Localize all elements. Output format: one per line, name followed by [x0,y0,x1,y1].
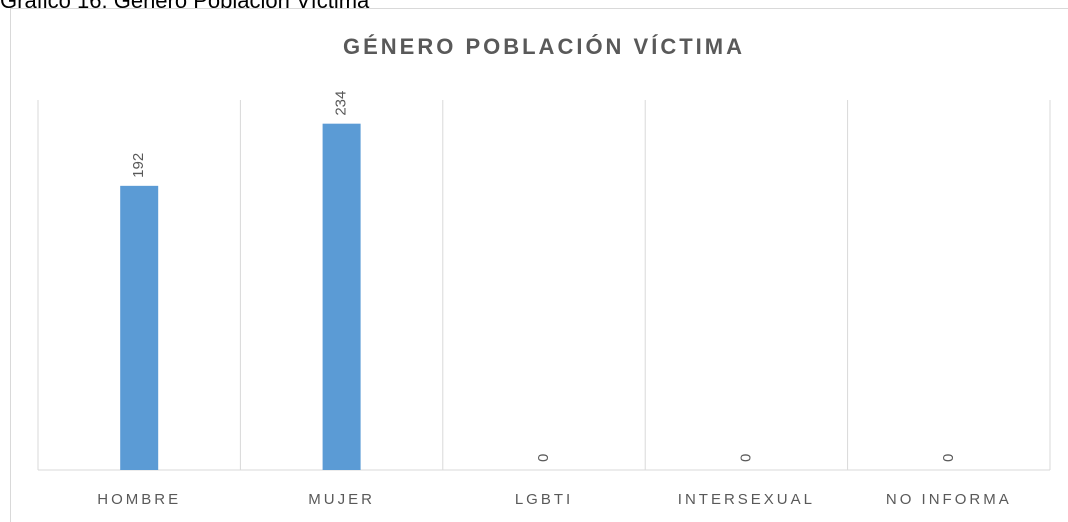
bar [322,123,361,471]
data-label: 0 [737,454,754,462]
data-label: 0 [535,454,552,462]
chart-title: GÉNERO POBLACIÓN VÍCTIMA [343,34,745,59]
x-tick-label: NO INFORMA [886,491,1012,508]
data-label: 234 [333,91,350,116]
x-tick-label: INTERSEXUAL [678,491,815,508]
data-label: 192 [130,153,147,178]
bar [120,185,159,470]
chart-border [10,8,1068,522]
x-tick-label: MUJER [308,491,375,508]
x-tick-label: LGBTI [515,491,573,508]
data-label: 0 [940,454,957,462]
x-tick-label: HOMBRE [97,491,181,508]
